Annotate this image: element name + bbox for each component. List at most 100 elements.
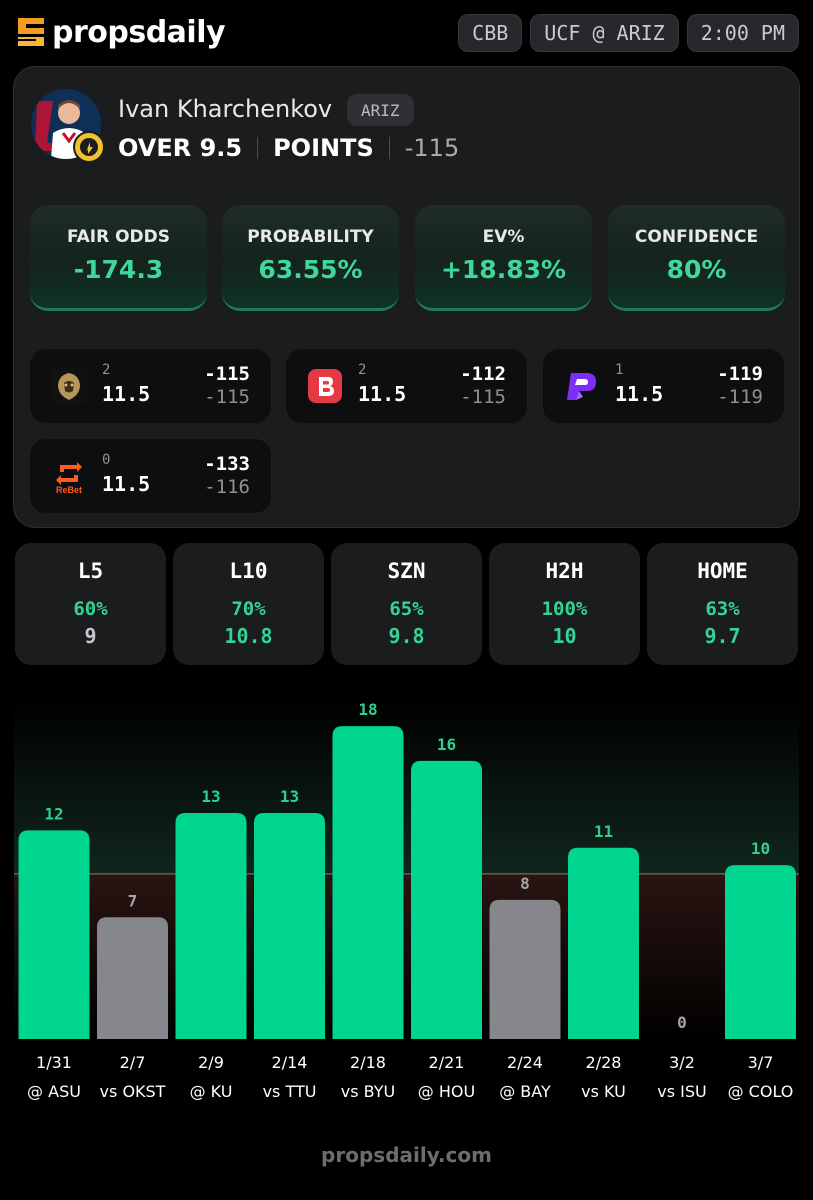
book-under-odds: -115 — [460, 386, 506, 408]
game-bar — [18, 830, 90, 1039]
metric-value: 80% — [666, 255, 727, 284]
split-tile-l5[interactable]: L5 60% 9 — [15, 543, 166, 665]
metric-label: CONFIDENCE — [634, 227, 759, 247]
game-bar — [254, 813, 325, 1039]
metric-label: FAIR ODDS — [66, 227, 171, 247]
split-average: 9.7 — [704, 624, 741, 648]
sportsbook-row[interactable]: ReBet 0 11.5 -133 -116 — [30, 439, 271, 513]
game-opponent-label: vs KU — [581, 1082, 626, 1101]
propsdaily-logo-icon — [18, 18, 44, 46]
brand-logo[interactable]: propsdaily — [14, 14, 226, 50]
player-avatar — [31, 89, 101, 159]
chart-above-line-area — [14, 700, 799, 874]
prizepicks-p-icon — [563, 367, 601, 405]
bar-value-label: 16 — [437, 735, 456, 754]
game-bar — [411, 760, 482, 1039]
rebet-wordmark: ReBet — [56, 485, 82, 495]
game-bar — [489, 899, 561, 1039]
book-count: 1 — [615, 362, 624, 378]
book-line: 11.5 — [615, 382, 664, 406]
book-count: 0 — [102, 452, 111, 468]
split-tile-h2h[interactable]: H2H 100% 10 — [489, 543, 640, 665]
book-under-odds: -116 — [204, 476, 250, 498]
book-over-odds: -112 — [460, 363, 506, 385]
split-label: L5 — [77, 559, 104, 583]
split-average: 10 — [552, 624, 577, 648]
game-bar — [332, 726, 404, 1039]
league-badge-icon — [73, 131, 105, 163]
top-bar: propsdaily CBB UCF @ ARIZ 2:00 PM — [0, 0, 813, 64]
split-tile-szn[interactable]: SZN 65% 9.8 — [331, 543, 482, 665]
betr-b-icon — [306, 367, 344, 405]
game-date-label: 3/7 — [748, 1053, 774, 1072]
split-average: 9.8 — [388, 624, 425, 648]
split-label: H2H — [545, 559, 584, 583]
game-time-pill[interactable]: 2:00 PM — [686, 14, 799, 52]
footer-domain[interactable]: propsdaily.com — [321, 1143, 492, 1167]
game-bar — [97, 917, 168, 1039]
metric-probability: PROBABILITY 63.55% — [222, 205, 399, 311]
game-opponent-label: @ BAY — [499, 1082, 551, 1101]
game-opponent-label: vs TTU — [263, 1082, 317, 1101]
metric-label: PROBABILITY — [247, 227, 374, 247]
bar-value-label: 10 — [751, 839, 770, 858]
team-badge: ARIZ — [347, 94, 414, 126]
metric-value: 63.55% — [258, 255, 363, 284]
game-date-label: 2/21 — [429, 1053, 465, 1072]
bar-value-label: 13 — [280, 787, 299, 806]
prop-line: OVER 9.5 POINTS -115 — [118, 134, 459, 162]
bar-value-label: 0 — [677, 1013, 687, 1032]
game-opponent-label: @ COLO — [728, 1082, 794, 1101]
sportsbook-row[interactable]: 1 11.5 -119 -119 — [543, 349, 784, 423]
game-opponent-label: vs OKST — [100, 1082, 166, 1101]
game-date-label: 2/14 — [272, 1053, 308, 1072]
split-hit-rate: 65% — [389, 598, 424, 620]
game-bar — [568, 847, 639, 1039]
split-label: L10 — [229, 559, 268, 583]
divider — [257, 137, 259, 159]
book-under-odds: -115 — [204, 386, 250, 408]
game-date-label: 2/24 — [507, 1053, 543, 1072]
book-under-odds: -119 — [717, 386, 763, 408]
rebet-icon: ReBet — [50, 457, 88, 495]
bar-value-label: 18 — [358, 700, 377, 719]
metric-label: EV% — [482, 227, 525, 247]
game-date-label: 2/18 — [350, 1053, 386, 1072]
bar-value-label: 7 — [128, 891, 138, 910]
game-date-label: 3/2 — [669, 1053, 695, 1072]
prop-card: Ivan Kharchenkov ARIZ OVER 9.5 POINTS -1… — [13, 66, 800, 528]
prop-stat: POINTS — [273, 134, 374, 162]
matchup-pill[interactable]: UCF @ ARIZ — [530, 14, 679, 52]
metric-value: -174.3 — [73, 255, 164, 284]
bar-value-label: 8 — [520, 874, 530, 893]
split-hit-rate: 63% — [705, 598, 740, 620]
book-count: 2 — [358, 362, 367, 378]
split-hit-rate: 100% — [541, 598, 588, 620]
brand-name: propsdaily — [52, 14, 226, 50]
player-name: Ivan Kharchenkov — [118, 95, 333, 123]
game-date-label: 2/7 — [120, 1053, 146, 1072]
book-line: 11.5 — [102, 472, 151, 496]
game-date-label: 1/31 — [36, 1053, 72, 1072]
bar-value-label: 11 — [594, 822, 613, 841]
book-line: 11.5 — [358, 382, 407, 406]
bar-value-label: 12 — [44, 804, 63, 823]
metric-fair-odds: FAIR ODDS -174.3 — [30, 205, 207, 311]
divider — [388, 137, 390, 159]
game-bar — [725, 865, 796, 1039]
split-tile-home[interactable]: HOME 63% 9.7 — [647, 543, 798, 665]
game-opponent-label: @ HOU — [418, 1082, 475, 1101]
sportsbook-row[interactable]: 2 11.5 -112 -115 — [286, 349, 527, 423]
book-over-odds: -115 — [204, 363, 250, 385]
book-count: 2 — [102, 362, 111, 378]
game-info: CBB UCF @ ARIZ 2:00 PM — [458, 14, 799, 52]
sportsbook-row[interactable]: 2 11.5 -115 -115 — [30, 349, 271, 423]
league-pill[interactable]: CBB — [458, 14, 523, 52]
split-label: SZN — [387, 559, 426, 583]
game-bar — [175, 813, 247, 1039]
lion-book-icon — [50, 367, 88, 405]
game-opponent-label: @ ASU — [27, 1082, 81, 1101]
game-log-chart: 12 1/31 @ ASU 7 2/7 vs OKST 13 2/9 @ KU 13 2/14 vs … — [14, 700, 799, 1101]
split-tile-l10[interactable]: L10 70% 10.8 — [173, 543, 324, 665]
game-opponent-label: vs ISU — [657, 1082, 706, 1101]
